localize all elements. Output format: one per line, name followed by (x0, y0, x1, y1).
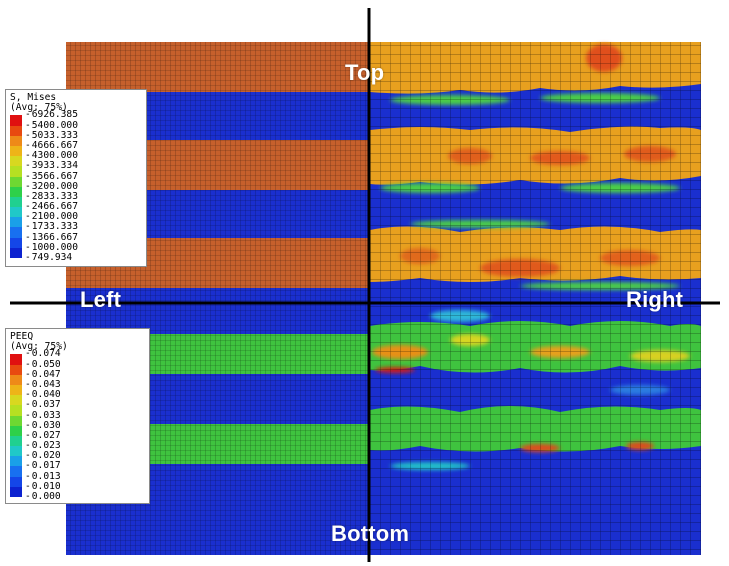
mises-swatch (10, 156, 22, 167)
peeq-swatch (10, 354, 22, 365)
mises-swatch (10, 186, 22, 197)
peeq-swatch (10, 374, 22, 385)
mises-legend-value: 2100.000 (25, 212, 78, 222)
mises-swatch (10, 196, 22, 208)
br-grid (370, 307, 701, 555)
top-right-mesh (370, 42, 701, 307)
mises-legend-value: 3566.667 (25, 171, 78, 182)
peeq-swatch (10, 466, 22, 477)
peeq-legend-value: 0.020 (25, 451, 61, 461)
mises-swatch (10, 247, 22, 259)
mises-swatch (10, 145, 22, 157)
peeq-swatch (10, 435, 22, 447)
peeq-legend-value: 0.027 (25, 430, 61, 441)
mises-legend-value: 1000.000 (25, 242, 78, 253)
mises-legend-value: 5400.000 (25, 120, 78, 131)
bottom-right-mesh (370, 307, 701, 555)
peeq-legend-values: 0.0740.0500.0470.0430.0400.0370.0330.030… (25, 349, 61, 502)
label-left: Left (80, 287, 122, 312)
peeq-swatch (10, 486, 22, 498)
peeq-swatch (10, 405, 22, 416)
peeq-swatch (10, 395, 22, 406)
peeq-color-bar (10, 354, 22, 498)
peeq-swatch (10, 364, 22, 375)
peeq-swatch (10, 415, 22, 426)
label-bottom: Bottom (331, 521, 410, 546)
mises-legend-value: 1366.667 (25, 232, 78, 243)
peeq-legend-value: 0.037 (25, 400, 61, 410)
peeq-legend-value: 0.047 (25, 369, 61, 380)
mises-legend-value: 2833.333 (25, 191, 78, 202)
peeq-swatch (10, 425, 22, 436)
peeq-legend-title: PEEQ (10, 331, 34, 342)
peeq-swatch (10, 456, 22, 467)
peeq-legend: PEEQ (Avg: 75%) 0.0740.0500.0470.0430.04… (5, 328, 150, 504)
mises-swatch (10, 237, 22, 248)
mises-legend-value: 4300.000 (25, 150, 78, 161)
label-right: Right (626, 287, 684, 312)
peeq-legend-value: 0.030 (25, 420, 61, 431)
mises-swatch (10, 227, 22, 238)
peeq-swatch (10, 384, 22, 396)
mises-swatch (10, 125, 22, 136)
mises-swatch (10, 217, 22, 228)
mises-legend-subtitle: (Avg: 75%) (10, 102, 68, 114)
peeq-legend-value: 0.074 (25, 349, 61, 359)
mises-swatch (10, 166, 22, 177)
peeq-legend-subtitle: (Avg: 75%) (10, 341, 68, 353)
peeq-legend-value: 0.043 (25, 379, 61, 390)
mises-legend-value: 749.934 (25, 252, 78, 263)
mises-swatch (10, 135, 22, 146)
peeq-legend-value: 0.033 (25, 410, 61, 421)
mises-legend-value: 2466.667 (25, 201, 78, 212)
mises-swatch (10, 176, 22, 187)
peeq-legend-value: 0.023 (25, 440, 61, 451)
peeq-legend-value: 0.010 (25, 481, 61, 492)
label-top: Top (345, 60, 385, 85)
mises-swatch (10, 207, 22, 218)
mises-legend-value: 3933.334 (25, 161, 78, 171)
mises-legend: S, Mises (Avg: 75%) 6926.3855400.0005033… (5, 89, 147, 267)
peeq-swatch (10, 476, 22, 487)
peeq-legend-value: 0.013 (25, 471, 61, 482)
mises-legend-value: 3200.000 (25, 181, 78, 192)
mises-color-bar (10, 115, 22, 259)
mises-legend-value: 1733.333 (25, 222, 78, 232)
mises-swatch (10, 115, 22, 126)
peeq-legend-value: 0.017 (25, 461, 61, 471)
peeq-legend-value: 0.000 (25, 491, 61, 502)
mises-legend-title: S, Mises (10, 92, 57, 103)
tr-grid (370, 42, 701, 307)
mises-legend-value: 4666.667 (25, 140, 78, 151)
peeq-swatch (10, 446, 22, 457)
mises-legend-values: 6926.3855400.0005033.3334666.6674300.000… (25, 110, 78, 263)
mises-legend-value: 6926.385 (25, 110, 78, 120)
peeq-legend-value: 0.050 (25, 359, 61, 370)
mises-legend-value: 5033.333 (25, 130, 78, 141)
peeq-legend-value: 0.040 (25, 389, 61, 400)
